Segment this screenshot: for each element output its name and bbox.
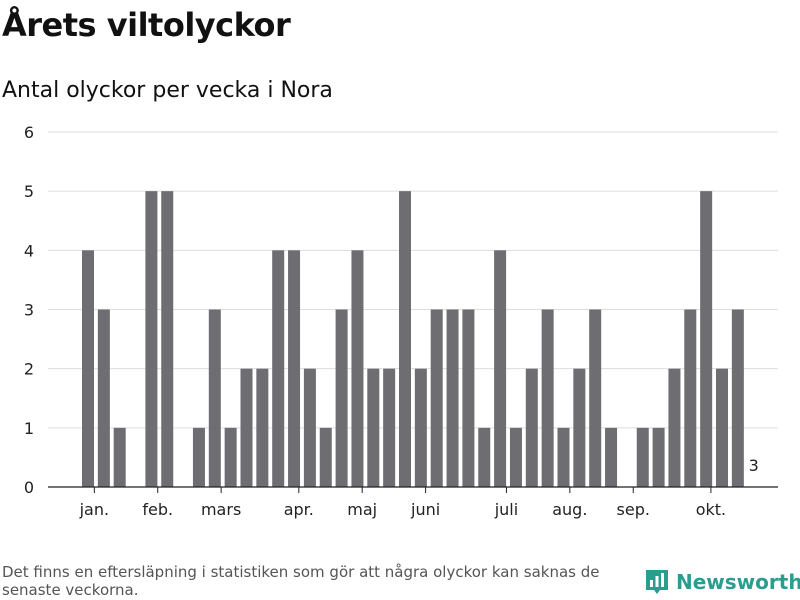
bar-chart-logo-icon	[646, 570, 668, 594]
bar	[700, 191, 713, 487]
x-tick-label: juli	[494, 500, 518, 519]
x-tick-label: feb.	[142, 500, 173, 519]
bar	[668, 368, 681, 487]
bar	[731, 309, 744, 487]
bar-chart: 0 1 2 3 4 5 6 jan. feb. mars apr. maj juni juli aug. s…	[24, 123, 778, 519]
brand-name: Newsworthy	[676, 570, 800, 594]
bar	[430, 309, 443, 487]
data-label: 3	[749, 456, 759, 475]
x-tick-label: jan.	[79, 500, 109, 519]
y-tick-label: 5	[24, 182, 34, 201]
bar	[367, 368, 380, 487]
x-tick-label: apr.	[284, 500, 314, 519]
bar	[272, 250, 285, 487]
bar	[557, 427, 570, 487]
bar	[161, 191, 174, 487]
y-tick-label: 1	[24, 419, 34, 438]
bar	[414, 368, 427, 487]
bar	[383, 368, 396, 487]
bar	[145, 191, 158, 487]
bar	[319, 427, 332, 487]
bar	[399, 191, 411, 487]
bar	[97, 309, 110, 487]
bar	[208, 309, 221, 487]
bar	[335, 309, 348, 487]
bar	[256, 368, 269, 487]
y-tick-label: 2	[24, 360, 34, 379]
bar	[224, 427, 237, 487]
bar	[351, 250, 364, 487]
bar	[509, 427, 522, 487]
bar	[240, 368, 253, 487]
footnote: Det finns en eftersläpning i statistiken…	[2, 563, 600, 599]
x-tick-label: sep.	[617, 500, 650, 519]
bar	[462, 309, 475, 487]
bar	[303, 368, 316, 487]
bar	[525, 368, 538, 487]
bar	[652, 427, 665, 487]
bar	[573, 368, 586, 487]
x-tick-label: okt.	[696, 500, 726, 519]
chart-subtitle: Antal olyckor per vecka i Nora	[2, 78, 333, 103]
bar	[192, 427, 205, 487]
bar	[716, 368, 728, 487]
x-tick-label: maj	[347, 500, 377, 519]
y-axis-ticks: 0 1 2 3 4 5 6	[24, 123, 34, 497]
y-tick-label: 3	[24, 301, 34, 320]
bar	[636, 427, 649, 487]
annotations: 3	[749, 456, 759, 475]
y-tick-label: 6	[24, 123, 34, 142]
x-tick-label: aug.	[552, 500, 587, 519]
bar	[494, 250, 507, 487]
bar	[446, 309, 459, 487]
x-axis: jan. feb. mars apr. maj juni juli aug. sep. okt.	[48, 486, 778, 519]
bar	[113, 427, 126, 487]
bar	[82, 250, 94, 487]
bar	[478, 427, 491, 487]
bar	[589, 309, 602, 487]
bar	[288, 250, 301, 487]
bar	[541, 309, 554, 487]
bar	[684, 309, 697, 487]
x-tick-label: mars	[201, 500, 241, 519]
brand-logo: Newsworthy	[644, 568, 800, 596]
y-tick-label: 4	[24, 241, 34, 260]
y-tick-label: 0	[24, 478, 34, 497]
bar	[605, 427, 618, 487]
bars	[82, 191, 744, 487]
x-tick-label: juni	[410, 500, 440, 519]
chart-title: Årets viltolyckor	[2, 6, 291, 44]
